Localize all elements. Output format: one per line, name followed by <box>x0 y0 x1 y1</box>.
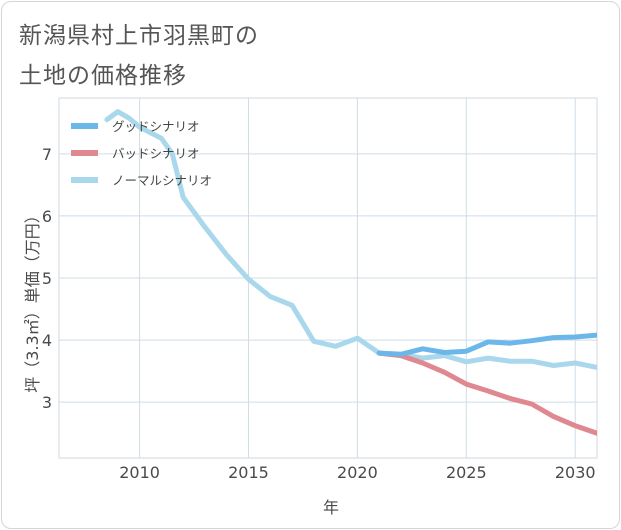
series-line-1 <box>376 332 597 357</box>
y-tick-label: 7 <box>42 145 52 164</box>
y-tick-label: 6 <box>42 207 52 226</box>
legend-label: グッドシナリオ <box>112 119 200 134</box>
x-tick-label: 2020 <box>337 463 378 482</box>
legend-label: ノーマルシナリオ <box>112 173 212 188</box>
y-axis-label: 坪（3.3㎡）単価（万円） <box>23 207 42 392</box>
series-line-3 <box>104 109 597 370</box>
chart-title: 新潟県村上市羽黒町の 土地の価格推移 <box>19 16 259 96</box>
x-axis-ticks: 2010 2015 2020 2025 2030 <box>119 463 595 482</box>
series-layer <box>104 109 597 436</box>
x-axis-label: 年 <box>323 498 339 517</box>
x-tick-label: 2030 <box>555 463 596 482</box>
legend-label: バッドシナリオ <box>112 146 200 161</box>
chart-grid <box>58 97 598 459</box>
x-tick-label: 2025 <box>446 463 487 482</box>
x-tick-label: 2015 <box>228 463 269 482</box>
chart-title-line2: 土地の価格推移 <box>19 63 187 89</box>
y-tick-label: 3 <box>42 393 52 412</box>
x-tick-label: 2010 <box>119 463 160 482</box>
chart-title-line1: 新潟県村上市羽黒町の <box>19 23 259 49</box>
y-axis-ticks: 3 4 5 6 7 <box>42 145 52 412</box>
y-tick-label: 4 <box>42 331 52 350</box>
series-line-2 <box>376 350 597 436</box>
y-tick-label: 5 <box>42 269 52 288</box>
